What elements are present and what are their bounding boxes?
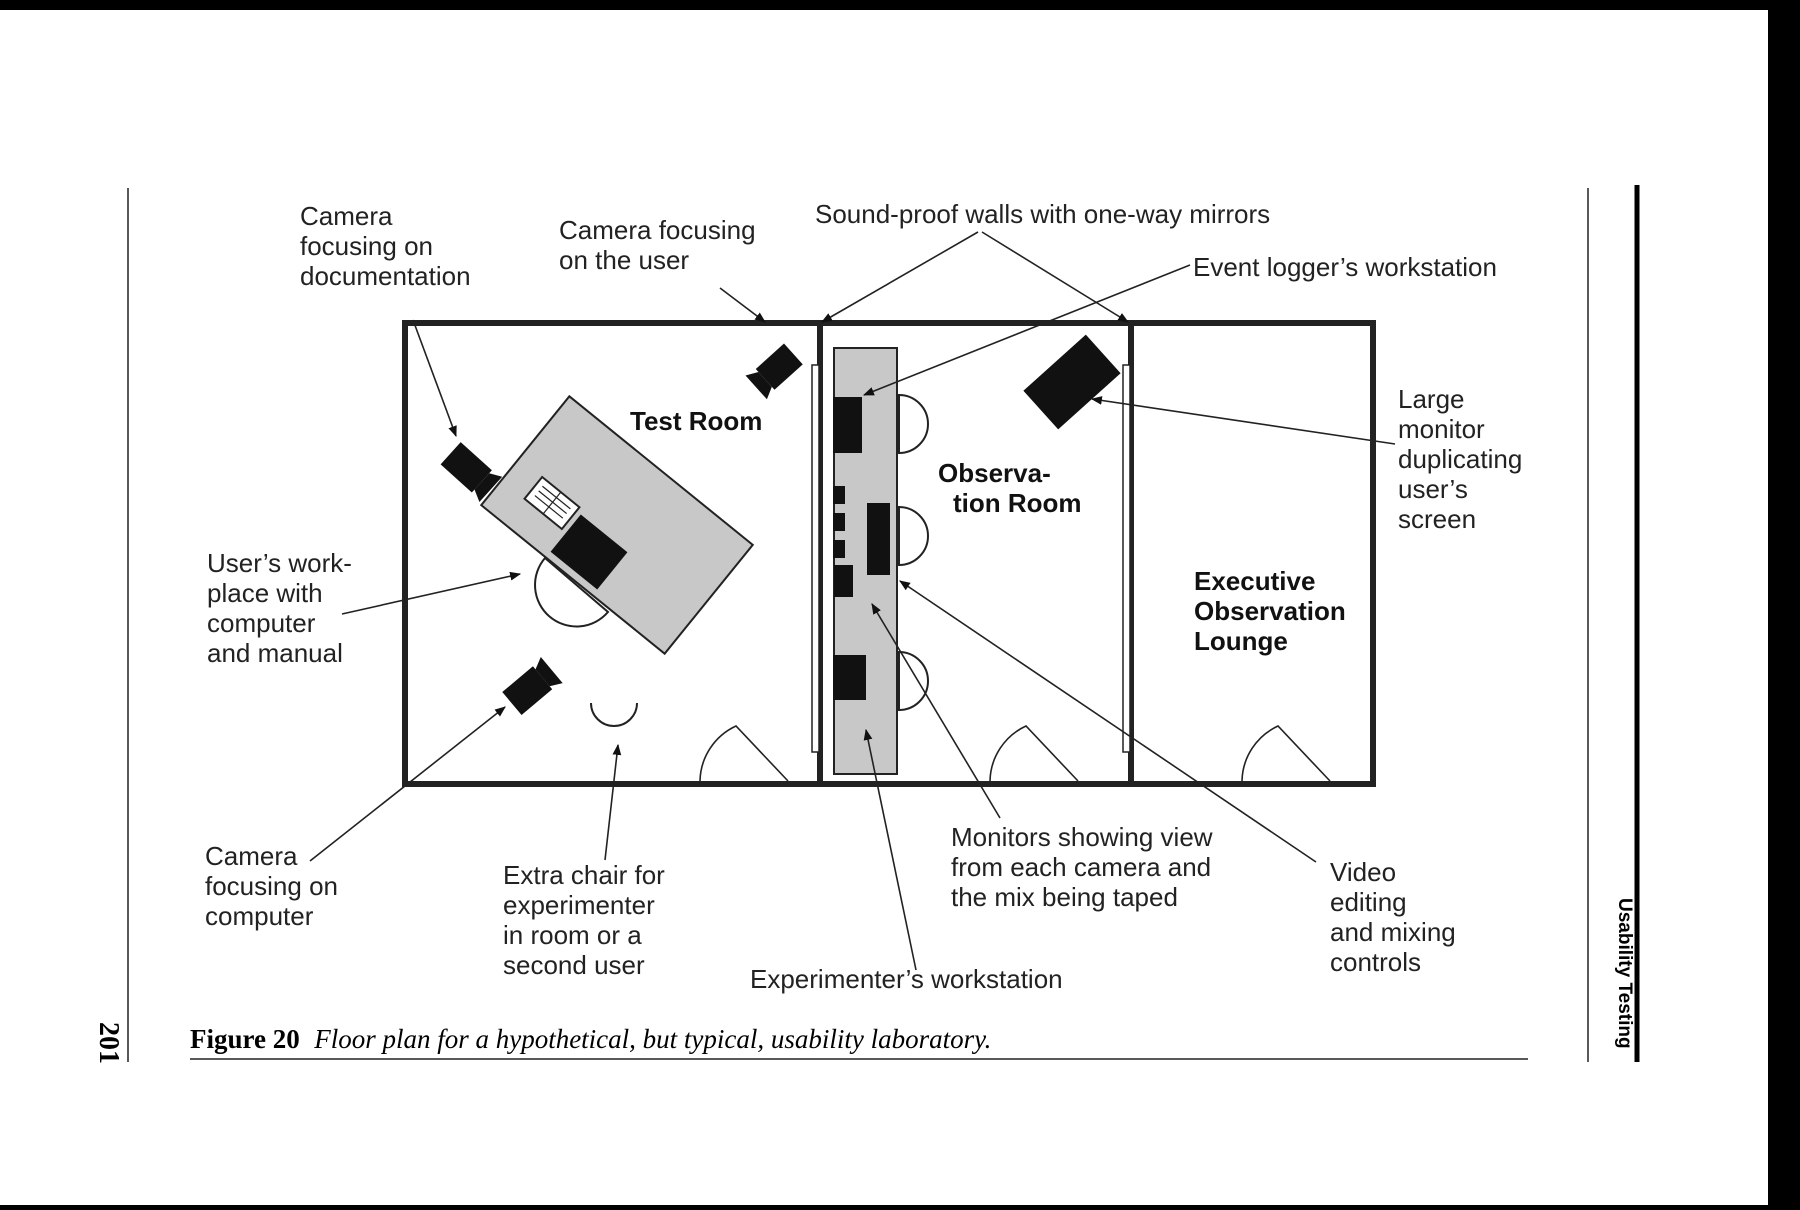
doors xyxy=(699,725,1331,782)
observation-chairs xyxy=(898,393,929,712)
observation-room-label: Observa- tion Room xyxy=(938,458,1082,518)
camera-computer-icon xyxy=(502,657,563,715)
video-editing-callout: Video editing and mixing controls xyxy=(1330,857,1463,977)
executive-lounge-label: Executive Observation Lounge xyxy=(1194,566,1353,656)
one-way-mirror-left xyxy=(811,364,820,753)
extra-chair-callout: Extra chair for experimenter in room or … xyxy=(503,860,672,980)
user-desk xyxy=(479,394,755,656)
figure-caption: Figure 20 Floor plan for a hypothetical,… xyxy=(190,1024,991,1054)
computer-icon xyxy=(550,514,628,590)
extra-chair xyxy=(590,702,638,727)
large-monitor-icon xyxy=(1023,334,1121,430)
soundproof-walls-callout: Sound-proof walls with one-way mirrors xyxy=(815,199,1270,229)
page-number: 201 xyxy=(93,1022,124,1064)
event-logger-callout: Event logger’s workstation xyxy=(1193,252,1497,282)
book-page: Test Room Observa- tion Room Executive O… xyxy=(0,10,1768,1205)
callout-leader-lines xyxy=(309,231,1396,971)
camera-user-callout: Camera focusing on the user xyxy=(559,215,763,275)
floor-plan-figure: Test Room Observa- tion Room Executive O… xyxy=(93,185,1640,1064)
users-workplace-callout: User’s work- place with computer and man… xyxy=(207,548,359,668)
user-chair xyxy=(534,556,610,628)
running-head: Usability Testing xyxy=(1614,898,1635,1049)
camera-computer-callout: Camera focusing on computer xyxy=(205,841,345,931)
observation-equipment xyxy=(833,397,890,700)
camera-documentation-callout: Camera focusing on documentation xyxy=(300,201,471,291)
one-way-mirror-right xyxy=(1122,364,1131,753)
camera-user-icon xyxy=(745,343,803,400)
test-room-label: Test Room xyxy=(630,406,762,436)
large-monitor-callout: Large monitor duplicating user’s screen xyxy=(1398,384,1530,534)
manual-icon xyxy=(523,475,581,531)
experimenter-workstation-callout: Experimenter’s workstation xyxy=(750,964,1063,994)
monitors-view-callout: Monitors showing view from each camera a… xyxy=(951,822,1220,912)
floor-plan-walls xyxy=(402,320,1376,787)
camera-documentation-icon xyxy=(440,442,503,503)
